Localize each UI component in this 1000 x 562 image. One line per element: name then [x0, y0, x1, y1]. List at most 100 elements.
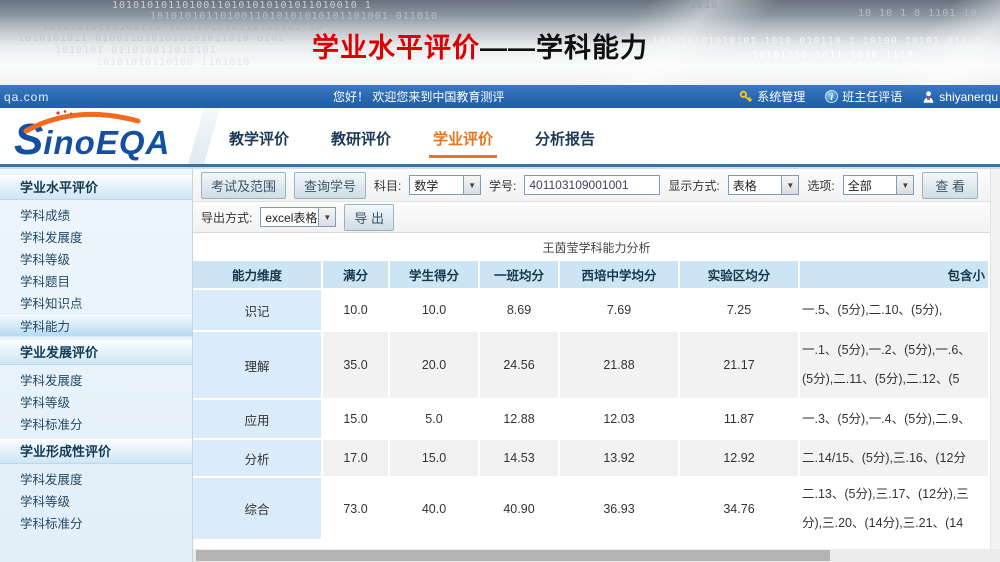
- binary-texture: 10101010110100 1101010: [96, 57, 251, 68]
- cell-ability: 理解: [193, 330, 323, 399]
- cell-full-score: 10.0: [322, 288, 390, 331]
- export-mode-label: 导出方式:: [201, 210, 253, 225]
- tab-teaching-eval[interactable]: 教学评价: [229, 131, 290, 148]
- option-select-value: 全部: [847, 178, 872, 193]
- teacher-comment-link[interactable]: i 班主任评语: [825, 88, 902, 105]
- student-id-input[interactable]: [524, 175, 661, 195]
- horizontal-scrollbar-thumb[interactable]: [196, 550, 830, 561]
- view-button[interactable]: 查 看: [922, 171, 978, 199]
- cell-included-items: 二.14/15、(5分),三.16、(12分: [799, 438, 990, 477]
- sidebar-section-academic-development[interactable]: 学业发展评价: [0, 340, 192, 365]
- cell-ability: 识记: [193, 288, 323, 331]
- export-mode-value: excel表格: [265, 210, 318, 225]
- cell-ability: 综合: [193, 476, 323, 539]
- user-icon: [923, 90, 934, 103]
- cell-district-avg: 34.76: [679, 476, 800, 539]
- user-account-link[interactable]: shiyanerqu: [922, 90, 998, 104]
- sidebar-item-standard-score-3[interactable]: 学科标准分: [20, 517, 83, 531]
- username-label: shiyanerqu: [939, 89, 998, 104]
- system-admin-link[interactable]: 系统管理: [739, 88, 805, 105]
- cell-included-items: 一.5、(5分),二.10、(5分),: [799, 288, 990, 331]
- cell-class-avg: 24.56: [479, 330, 560, 399]
- table-row: 识记 10.0 10.0 8.69 7.69 7.25 一.5、(5分),二.1…: [193, 288, 990, 331]
- sidebar-item-subject-ability[interactable]: 学科能力: [0, 315, 192, 337]
- sidebar-item-subject-questions[interactable]: 学科题目: [20, 275, 71, 289]
- page-title-red: 学业水平评价: [312, 33, 480, 63]
- cell-district-avg: 11.87: [679, 398, 800, 439]
- subject-select-value: 数学: [414, 178, 439, 193]
- sinoeqa-logo: SinoEQA: [14, 110, 171, 162]
- sidebar-section-academic-level[interactable]: 学业水平评价: [0, 175, 192, 200]
- subject-select[interactable]: 数学 ▼: [409, 175, 482, 195]
- chevron-down-icon: ▼: [463, 176, 481, 194]
- sidebar-item-subject-development-2[interactable]: 学科发展度: [20, 374, 83, 388]
- col-header-included-items: 包含小: [799, 261, 990, 289]
- cell-included-items: 一.1、(5分),一.2、(5分),一.6、 (5分),二.11、(5分),二.…: [799, 330, 990, 399]
- cell-student-score: 10.0: [389, 288, 480, 331]
- sidebar-item-subject-grade-2[interactable]: 学科等级: [20, 396, 71, 410]
- cell-district-avg: 12.92: [679, 438, 800, 477]
- cell-school-avg: 12.03: [559, 398, 680, 439]
- table-row: 综合 73.0 40.0 40.90 36.93 34.76 二.13、(5分)…: [193, 476, 990, 539]
- sidebar-item-subject-score[interactable]: 学科成绩: [20, 209, 71, 223]
- system-admin-label: 系统管理: [757, 90, 806, 104]
- cell-school-avg: 13.92: [559, 438, 680, 477]
- table-header-row: 能力维度 满分 学生得分 一班均分 西培中学均分 实验区均分 包含小: [193, 261, 990, 289]
- binary-texture: 1010101011 0100110101010101011010 0101: [18, 33, 285, 44]
- cell-class-avg: 12.88: [479, 398, 560, 439]
- chevron-down-icon: ▼: [781, 176, 799, 194]
- sidebar-group: 学科发展度 学科等级 学科标准分: [0, 365, 192, 439]
- subject-label: 科目:: [374, 178, 402, 193]
- sidebar-item-subject-knowledge[interactable]: 学科知识点: [20, 297, 83, 311]
- sidebar-item-subject-grade[interactable]: 学科等级: [20, 253, 71, 267]
- cell-included-items: 二.13、(5分),三.17、(12分),三 分),三.20、(14分),三.2…: [799, 476, 990, 539]
- welcome-text: 您好！ 欢迎您来到中国教育测评: [333, 90, 505, 104]
- export-button[interactable]: 导 出: [344, 203, 394, 231]
- top-links: 系统管理 i 班主任评语 shiyanerqu: [739, 88, 1000, 105]
- cell-full-score: 15.0: [322, 398, 390, 439]
- sidebar-item-standard-score-2[interactable]: 学科标准分: [20, 418, 83, 432]
- chevron-down-icon: ▼: [896, 176, 914, 194]
- export-mode-select[interactable]: excel表格 ▼: [260, 207, 337, 227]
- sidebar-item-subject-development-3[interactable]: 学科发展度: [20, 473, 83, 487]
- sidebar-item-subject-grade-3[interactable]: 学科等级: [20, 495, 71, 509]
- query-student-id-button[interactable]: 查询学号: [294, 171, 367, 199]
- binary-texture: 1010101 011010011010101: [55, 45, 217, 56]
- app-header: SinoEQA 教学评价 教研评价 学业评价 分析报告: [0, 108, 1000, 167]
- sidebar-section-formative-eval[interactable]: 学业形成性评价: [0, 439, 192, 464]
- sidebar-item-subject-development[interactable]: 学科发展度: [20, 231, 83, 245]
- binary-texture: 101 10101010101 1010 010110 1 10100 1010…: [652, 36, 982, 47]
- cell-school-avg: 7.69: [559, 288, 680, 331]
- horizontal-scrollbar-track[interactable]: [193, 549, 1000, 562]
- cell-ability: 分析: [193, 438, 323, 477]
- option-select[interactable]: 全部 ▼: [842, 175, 915, 195]
- tab-analysis-report[interactable]: 分析报告: [535, 131, 596, 148]
- display-mode-label: 显示方式:: [668, 178, 720, 193]
- cell-school-avg: 21.88: [559, 330, 680, 399]
- vertical-scrollbar-track[interactable]: [990, 169, 1000, 549]
- cell-district-avg: 21.17: [679, 330, 800, 399]
- tab-research-eval[interactable]: 教研评价: [331, 131, 392, 148]
- sidebar-group: 学科成绩 学科发展度 学科等级 学科题目 学科知识点 学科能力: [0, 200, 192, 340]
- cell-class-avg: 14.53: [479, 438, 560, 477]
- col-header-full-score: 满分: [322, 261, 390, 289]
- cell-school-avg: 36.93: [559, 476, 680, 539]
- display-mode-select[interactable]: 表格 ▼: [727, 175, 800, 195]
- main-panel: 考试及范围 查询学号 科目: 数学 ▼ 学号: 显示方式: 表格 ▼ 选项: 全…: [193, 169, 1000, 562]
- option-label: 选项:: [807, 178, 835, 193]
- sidebar: 学业水平评价 学科成绩 学科发展度 学科等级 学科题目 学科知识点 学科能力 学…: [0, 169, 193, 562]
- col-header-ability: 能力维度: [193, 261, 323, 289]
- logo-swoosh-icon: [23, 110, 141, 134]
- tab-academic-eval[interactable]: 学业评价: [429, 128, 498, 158]
- col-header-district-avg: 实验区均分: [679, 261, 800, 289]
- query-toolbar: 考试及范围 查询学号 科目: 数学 ▼ 学号: 显示方式: 表格 ▼ 选项: 全…: [193, 169, 1000, 202]
- table-title: 王茵莹学科能力分析: [542, 241, 651, 255]
- table-row: 分析 17.0 15.0 14.53 13.92 12.92 二.14/15、(…: [193, 438, 990, 477]
- exam-range-button[interactable]: 考试及范围: [201, 171, 287, 199]
- main-nav: 教学评价 教研评价 学业评价 分析报告: [225, 128, 599, 164]
- page-title-black: ——学科能力: [480, 33, 648, 63]
- logo-text-rest: inoEQA: [43, 124, 171, 161]
- cell-student-score: 40.0: [389, 476, 480, 539]
- cell-class-avg: 8.69: [479, 288, 560, 331]
